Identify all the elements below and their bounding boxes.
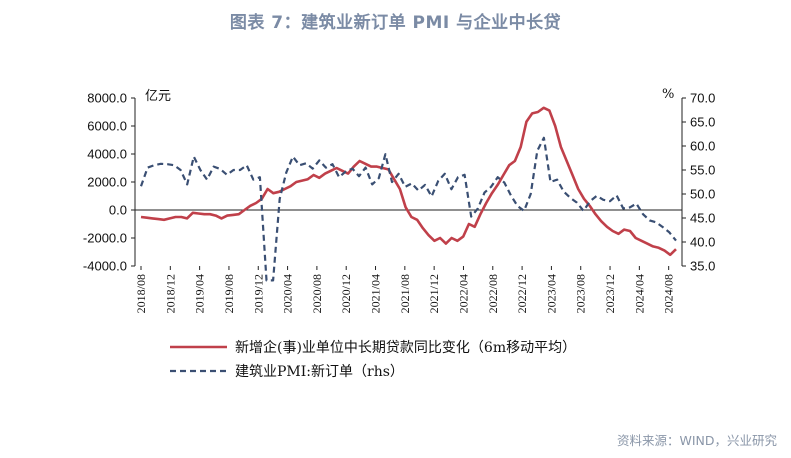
page-title: 图表 7：建筑业新订单 PMI 与企业中长贷 xyxy=(229,13,562,33)
left-tick-label: -2000.0 xyxy=(83,231,127,246)
right-axis-ticks: 70.0 65.0 60.0 55.0 50.0 45.0 40.0 35.0 xyxy=(682,91,715,274)
x-tick-label: 2024/08 xyxy=(662,274,676,313)
x-tick-label: 2018/12 xyxy=(163,274,177,313)
left-tick-label: 6000.0 xyxy=(87,119,127,134)
x-tick-label: 2022/12 xyxy=(515,274,529,313)
x-tick-label: 2023/12 xyxy=(603,274,617,313)
legend-label: 新增企(事)业单位中长期贷款同比变化（6m移动平均） xyxy=(235,339,576,356)
x-tick-label: 2021/08 xyxy=(398,274,412,313)
x-axis-ticks: 2018/08 2018/12 2019/04 2019/08 2019/12 2020/… xyxy=(134,266,676,313)
series-line-loans xyxy=(140,106,677,257)
right-tick-label: 70.0 xyxy=(690,91,715,106)
x-tick-label: 2019/12 xyxy=(251,274,265,313)
legend: 新增企(事)业单位中长期贷款同比变化（6m移动平均） 建筑业PMI:新订单（rhs… xyxy=(170,339,576,380)
left-tick-label: 8000.0 xyxy=(87,91,127,106)
x-tick-label: 2021/12 xyxy=(427,274,441,313)
x-tick-label: 2023/08 xyxy=(574,274,588,313)
x-tick-label: 2020/04 xyxy=(281,274,295,313)
x-tick-label: 2020/12 xyxy=(339,274,353,313)
left-tick-label: 2000.0 xyxy=(87,175,127,190)
left-tick-label: -4000.0 xyxy=(83,259,127,274)
left-axis-ticks: 8000.0 6000.0 4000.0 2000.0 0.0 -2000.0 -4000.… xyxy=(83,91,135,274)
left-tick-label: 0.0 xyxy=(109,203,127,218)
x-tick-label: 2021/04 xyxy=(369,274,383,313)
right-tick-label: 60.0 xyxy=(690,139,715,154)
series-line-pmi xyxy=(139,136,677,282)
axes xyxy=(134,98,683,266)
source-note: 资料来源：WIND，兴业研究 xyxy=(616,433,777,448)
right-tick-label: 55.0 xyxy=(690,163,715,178)
x-tick-label: 2024/04 xyxy=(632,274,646,313)
x-tick-label: 2018/08 xyxy=(134,274,148,313)
left-axis-unit: 亿元 xyxy=(145,89,171,104)
left-tick-label: 4000.0 xyxy=(87,147,127,162)
right-axis-unit: % xyxy=(662,87,674,102)
x-tick-label: 2019/04 xyxy=(193,274,207,313)
right-tick-label: 40.0 xyxy=(690,235,715,250)
right-tick-label: 50.0 xyxy=(690,187,715,202)
x-tick-label: 2022/04 xyxy=(456,274,470,313)
right-tick-label: 35.0 xyxy=(690,259,715,274)
x-tick-label: 2019/08 xyxy=(222,274,236,313)
right-tick-label: 45.0 xyxy=(690,211,715,226)
x-tick-label: 2020/08 xyxy=(310,274,324,313)
series-layer xyxy=(139,106,677,282)
x-tick-label: 2022/08 xyxy=(486,274,500,313)
x-tick-label: 2023/04 xyxy=(544,274,558,313)
legend-label: 建筑业PMI:新订单（rhs） xyxy=(235,364,404,380)
right-tick-label: 65.0 xyxy=(690,115,715,130)
